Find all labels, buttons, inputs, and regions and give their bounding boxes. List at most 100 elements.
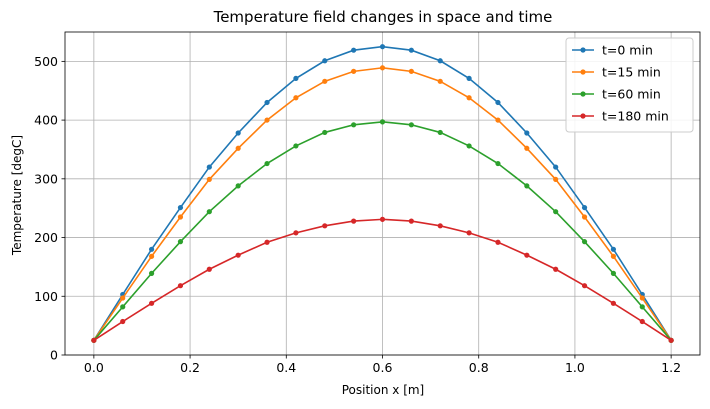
data-point bbox=[148, 300, 155, 306]
y-axis-label: Temperature [degC] bbox=[10, 135, 24, 256]
data-point bbox=[553, 164, 559, 170]
legend-label: t=15 min bbox=[602, 65, 661, 80]
x-tick-label: 0.2 bbox=[180, 360, 200, 375]
data-point bbox=[351, 47, 357, 53]
data-point bbox=[148, 253, 155, 259]
data-point bbox=[610, 300, 617, 306]
data-point bbox=[610, 253, 617, 259]
data-point bbox=[120, 318, 126, 325]
data-point bbox=[639, 304, 645, 310]
data-point bbox=[351, 218, 357, 224]
data-point bbox=[264, 239, 270, 245]
data-point bbox=[120, 295, 126, 301]
chart-title: Temperature field changes in space and t… bbox=[213, 8, 553, 26]
data-point bbox=[235, 183, 241, 189]
data-point bbox=[206, 209, 212, 215]
data-point bbox=[408, 122, 414, 128]
x-tick-label: 0.0 bbox=[84, 360, 104, 375]
data-point bbox=[495, 160, 501, 167]
data-point bbox=[177, 283, 184, 289]
data-point bbox=[235, 145, 241, 151]
data-point bbox=[524, 130, 530, 136]
data-point bbox=[610, 270, 617, 276]
data-point bbox=[639, 318, 645, 325]
data-point bbox=[177, 239, 184, 245]
data-point bbox=[379, 44, 386, 50]
data-point bbox=[293, 75, 299, 81]
data-point bbox=[524, 183, 530, 189]
x-tick-label: 1.2 bbox=[661, 360, 681, 375]
y-tick-label: 300 bbox=[34, 171, 58, 186]
legend-box bbox=[565, 37, 694, 133]
data-point bbox=[466, 95, 472, 101]
data-point bbox=[466, 143, 472, 149]
data-point bbox=[293, 143, 299, 149]
data-point bbox=[148, 270, 155, 276]
data-point bbox=[177, 204, 184, 211]
y-tick-label: 100 bbox=[34, 289, 58, 304]
legend-item: t=0 min bbox=[572, 43, 653, 58]
data-point bbox=[581, 214, 588, 220]
legend-marker bbox=[580, 47, 586, 53]
legend-label: t=180 min bbox=[602, 109, 669, 124]
data-point bbox=[264, 160, 270, 167]
data-point bbox=[235, 252, 241, 258]
legend-item: t=180 min bbox=[572, 109, 669, 124]
data-point bbox=[466, 230, 472, 236]
data-point bbox=[581, 239, 588, 245]
legend-marker bbox=[580, 91, 586, 97]
data-point bbox=[120, 304, 126, 310]
legend-marker bbox=[580, 69, 586, 75]
data-point bbox=[293, 230, 299, 236]
data-point bbox=[437, 78, 443, 84]
y-tick-label: 200 bbox=[34, 230, 58, 245]
data-point bbox=[322, 223, 328, 229]
x-axis-label: Position x [m] bbox=[342, 383, 425, 397]
data-point bbox=[466, 75, 472, 81]
data-point bbox=[206, 176, 212, 183]
data-point bbox=[206, 164, 212, 170]
data-point bbox=[322, 129, 328, 136]
data-point bbox=[639, 295, 645, 301]
data-point bbox=[553, 266, 559, 272]
data-point bbox=[553, 209, 559, 215]
data-point bbox=[177, 214, 184, 220]
legend-label: t=60 min bbox=[602, 87, 661, 102]
data-point bbox=[351, 122, 357, 128]
series-layer bbox=[91, 44, 674, 343]
data-point bbox=[293, 95, 299, 101]
data-point bbox=[351, 68, 357, 74]
y-tick-label: 500 bbox=[34, 54, 58, 69]
data-point bbox=[379, 119, 386, 125]
legend-marker bbox=[580, 113, 586, 119]
data-point bbox=[264, 99, 270, 106]
legend-item: t=15 min bbox=[572, 65, 661, 80]
series-4 bbox=[91, 216, 674, 343]
data-point bbox=[610, 246, 617, 252]
legend-label: t=0 min bbox=[602, 43, 653, 58]
legend-item: t=60 min bbox=[572, 87, 661, 102]
x-tick-label: 0.8 bbox=[469, 360, 489, 375]
data-point bbox=[581, 204, 588, 211]
data-point bbox=[91, 337, 97, 343]
data-point bbox=[408, 47, 414, 53]
data-point bbox=[379, 216, 386, 222]
data-point bbox=[524, 252, 530, 258]
data-point bbox=[408, 218, 414, 224]
legend: t=0 min t=15 min t=60 min t=180 min bbox=[565, 37, 694, 133]
data-point bbox=[235, 130, 241, 136]
data-point bbox=[379, 65, 386, 71]
data-point bbox=[437, 129, 443, 136]
y-tick-label: 0 bbox=[50, 348, 58, 363]
data-point bbox=[437, 58, 443, 64]
data-point bbox=[495, 99, 501, 106]
y-tick-label: 400 bbox=[34, 113, 58, 128]
x-tick-label: 0.4 bbox=[276, 360, 296, 375]
data-point bbox=[553, 176, 559, 183]
data-point bbox=[148, 246, 155, 252]
data-point bbox=[495, 117, 501, 123]
data-point bbox=[322, 58, 328, 64]
x-tick-label: 1.0 bbox=[565, 360, 585, 375]
data-point bbox=[264, 117, 270, 123]
